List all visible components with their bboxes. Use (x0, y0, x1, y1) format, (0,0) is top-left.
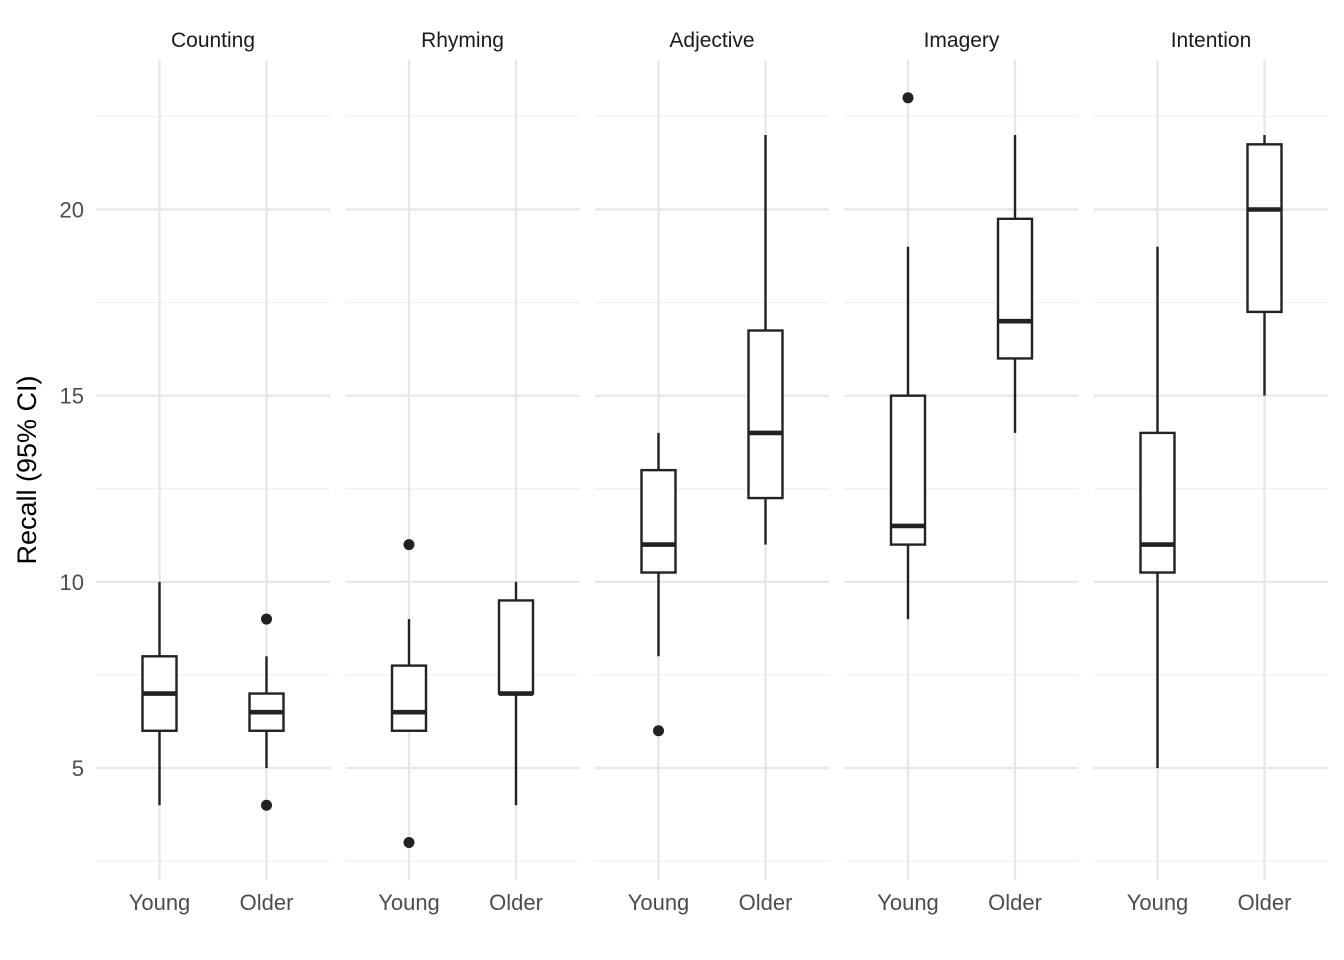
x-tick-label: Older (489, 890, 543, 915)
box-rhyming-older (497, 581, 535, 806)
x-tick-label: Young (628, 890, 690, 915)
box-imagery-young (889, 92, 927, 620)
outlier-point (261, 799, 272, 811)
y-axis-title: Recall (95% CI) (12, 375, 42, 564)
x-tick-label: Older (988, 890, 1042, 915)
box-iqr (889, 394, 927, 546)
y-tick-label: 10 (60, 570, 84, 595)
x-tick-label: Older (240, 890, 294, 915)
x-tick-label: Young (877, 890, 939, 915)
facet-panel-adjective: Adjective Young Older (628, 29, 793, 915)
outlier-point (403, 836, 415, 848)
facet-panel-imagery: Imagery Young Older (877, 29, 1042, 915)
facet-panel-rhyming: Rhyming Young Older (378, 29, 543, 915)
facet-panel-intention: Intention Young Older (1127, 29, 1292, 915)
y-tick-label: 5 (72, 756, 84, 781)
box-iqr (497, 599, 535, 695)
box-imagery-older (996, 135, 1034, 433)
box-rhyming-young (390, 539, 428, 848)
x-tick-label: Young (378, 890, 440, 915)
outlier-point (261, 613, 272, 625)
y-axis-tick-labels: 5 10 15 20 (60, 198, 84, 782)
box-counting-young (141, 581, 178, 806)
facet-title: Intention (1171, 29, 1252, 52)
x-tick-label: Older (739, 890, 793, 915)
outlier-point (403, 539, 415, 551)
box-counting-older (248, 613, 285, 811)
box-iqr (1139, 431, 1176, 574)
box-adjective-older (747, 135, 784, 545)
facet-title: Imagery (924, 29, 1000, 52)
box-intention-older (1246, 135, 1283, 396)
outlier-point (902, 92, 914, 104)
box-iqr (390, 664, 428, 732)
box-iqr (996, 217, 1034, 360)
facet-title: Rhyming (421, 29, 504, 52)
box-intention-young (1139, 246, 1176, 768)
facet-title: Counting (171, 29, 255, 52)
box-adjective-young (640, 432, 677, 737)
outlier-point (653, 725, 664, 737)
x-tick-label: Young (1127, 890, 1189, 915)
facet-title: Adjective (669, 29, 754, 52)
box-iqr (640, 468, 677, 574)
x-tick-label: Young (129, 890, 191, 915)
y-tick-label: 20 (60, 198, 84, 223)
box-iqr (1246, 143, 1283, 314)
y-tick-label: 15 (60, 384, 84, 409)
facet-panel-counting: Counting Young Older (129, 29, 294, 915)
x-tick-label: Older (1238, 890, 1292, 915)
box-iqr (747, 329, 784, 500)
